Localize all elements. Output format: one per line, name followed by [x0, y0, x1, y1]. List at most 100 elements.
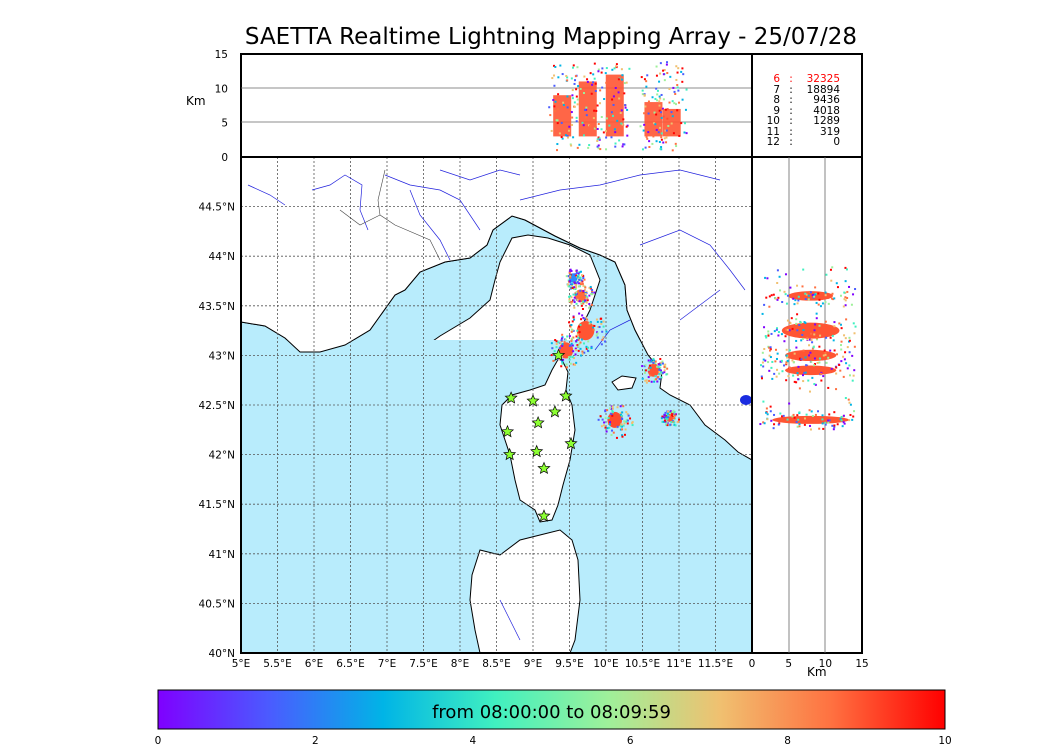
lightning-source [666, 421, 669, 424]
lightning-source [644, 105, 647, 108]
lightning-source [605, 67, 608, 70]
lightning-source [810, 410, 813, 413]
lightning-source [768, 369, 771, 372]
lightning-cluster [576, 320, 595, 341]
lightning-source [570, 269, 573, 272]
lightning-source [653, 111, 656, 114]
lightning-source [560, 121, 563, 124]
lightning-source [811, 347, 814, 350]
lightning-source [604, 130, 607, 133]
lightning-source [599, 89, 602, 92]
lightning-source [808, 338, 811, 341]
lightning-source [647, 131, 650, 134]
count-value: 0 [833, 136, 840, 148]
lightning-source [567, 129, 570, 132]
lightning-source [641, 365, 644, 368]
lightning-source [581, 350, 584, 353]
lightning-source [581, 308, 584, 311]
lightning-source [806, 336, 809, 339]
lightning-source [583, 317, 586, 320]
lightning-source [600, 128, 603, 131]
lightning-source [783, 340, 786, 343]
lightning-source [659, 147, 662, 150]
count-level: 6 [773, 73, 780, 85]
lightning-source [784, 293, 787, 296]
lightning-source [550, 342, 553, 345]
lightning-source [660, 372, 663, 375]
lightning-source [581, 352, 584, 355]
lightning-source [622, 118, 625, 121]
lightning-source [659, 97, 662, 100]
lightning-source [804, 292, 807, 295]
lightning-source [602, 336, 605, 339]
lightning-source [585, 106, 588, 109]
lightning-source [833, 426, 836, 429]
lightning-source [840, 340, 843, 343]
lightning-source [773, 413, 776, 416]
lightning-source [829, 349, 832, 352]
lightning-source [792, 297, 795, 300]
lightning-source [594, 82, 597, 85]
lightning-source [587, 346, 590, 349]
map-xtick: 11.5°E [698, 658, 733, 670]
lightning-source [644, 371, 647, 374]
lightning-source [560, 337, 563, 340]
lightning-source [596, 138, 599, 141]
lightning-source [576, 103, 579, 106]
lightning-source [552, 359, 555, 362]
lightning-source [684, 108, 687, 111]
map-xtick: 9.5°E [555, 658, 584, 670]
lightning-source [578, 312, 581, 315]
lightning-source [667, 416, 670, 419]
lightning-source [666, 412, 669, 415]
lightning-source [667, 134, 670, 137]
lightning-source [767, 334, 770, 337]
lightning-source [798, 357, 801, 360]
lightning-source [572, 329, 575, 332]
lightning-source [645, 379, 648, 382]
lightning-source [825, 336, 828, 339]
lightning-source [605, 430, 608, 433]
lightning-source [597, 123, 600, 126]
count-value: 32325 [806, 73, 840, 85]
lightning-source [557, 93, 560, 96]
lightning-source [643, 94, 646, 97]
lightning-source [841, 425, 844, 428]
lightning-source [848, 374, 851, 377]
lightning-source [579, 87, 582, 90]
lightning-source [552, 99, 555, 102]
lightning-source [575, 269, 578, 272]
lightning-source [572, 64, 575, 67]
lightning-source [676, 84, 679, 87]
lightning-source [654, 375, 657, 378]
lightning-source [576, 344, 579, 347]
lightning-source [649, 374, 652, 377]
lightning-source [568, 270, 571, 273]
lightning-source [574, 79, 577, 82]
lightning-source [564, 134, 567, 137]
lightning-source [795, 322, 798, 325]
lightning-source [808, 344, 811, 347]
lightning-source [571, 94, 574, 97]
station-marker [537, 509, 551, 522]
lightning-source [579, 276, 582, 279]
lightning-source [818, 427, 821, 430]
lightning-source [617, 78, 620, 81]
lightning-source [666, 417, 669, 420]
lightning-source [795, 318, 798, 321]
lightning-source [854, 288, 857, 291]
lightning-source [815, 337, 818, 340]
lightning-source [665, 136, 668, 139]
map-xtick: 5°E [232, 658, 251, 670]
lightning-source [658, 126, 661, 129]
lightning-source [570, 77, 573, 80]
lightning-source [835, 388, 838, 391]
lightning-source [665, 129, 668, 132]
lightning-source [626, 134, 629, 137]
lightning-source [796, 425, 799, 428]
lightning-source [675, 65, 678, 68]
lightning-source [602, 131, 605, 134]
count-value: 18894 [806, 83, 840, 96]
lightning-source [565, 275, 568, 278]
lightning-source [814, 383, 817, 386]
